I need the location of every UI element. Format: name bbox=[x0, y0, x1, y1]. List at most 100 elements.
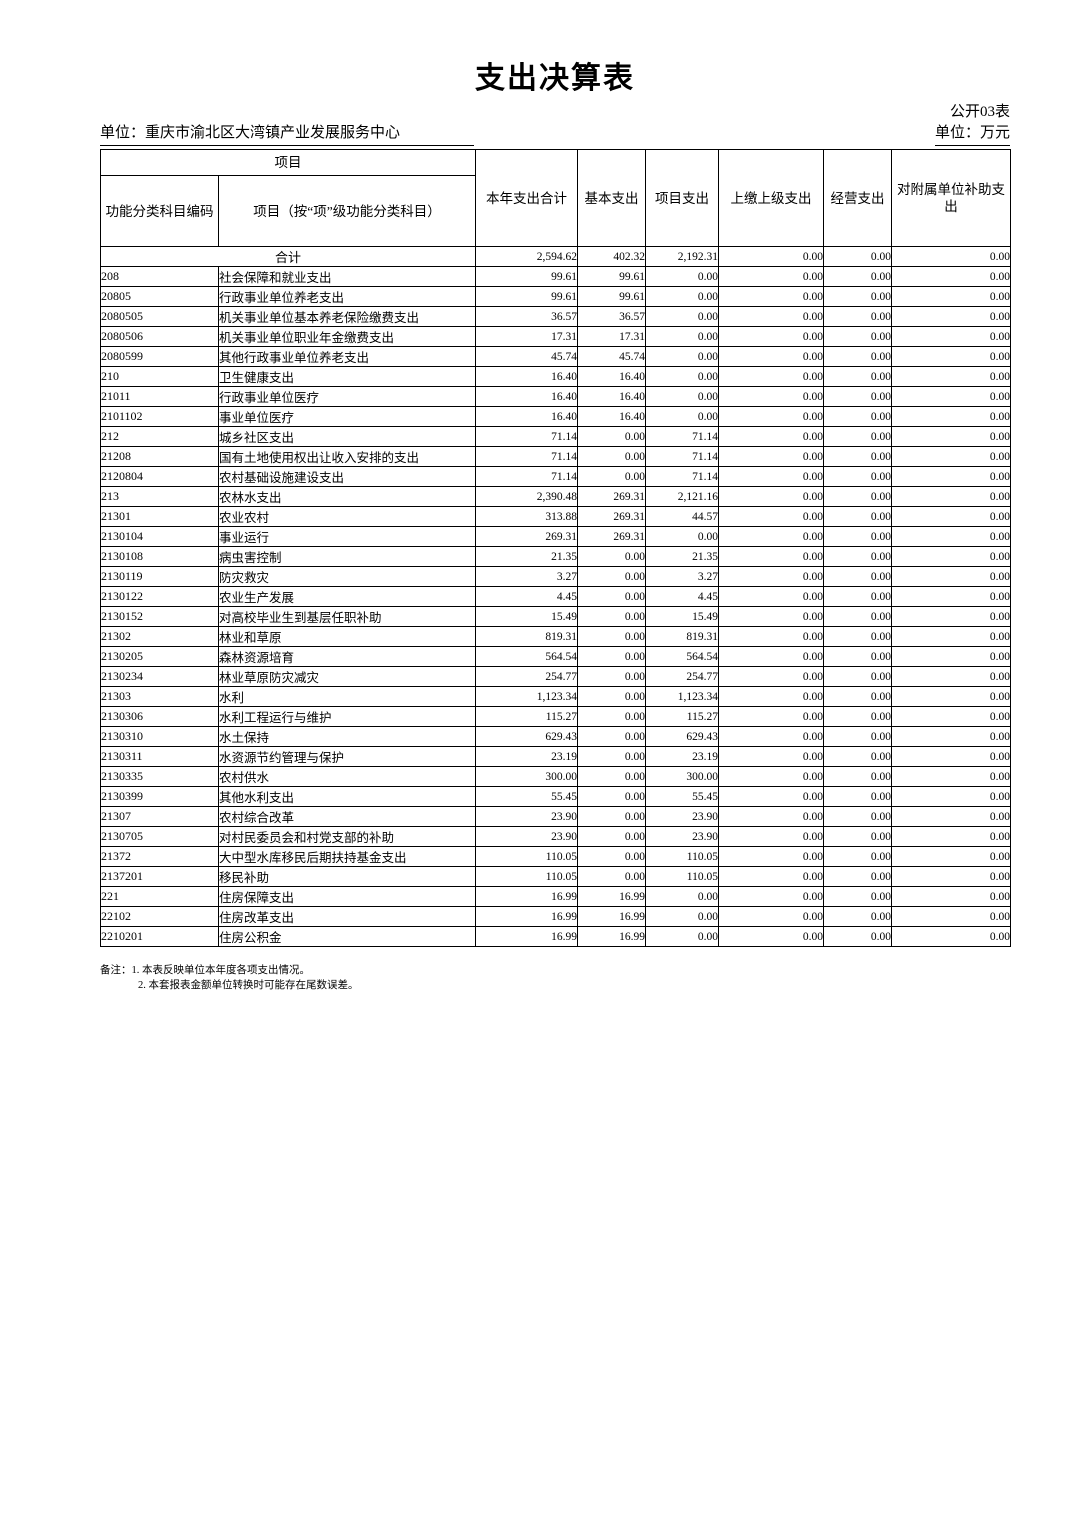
value-cell: 0.00 bbox=[891, 366, 1011, 387]
value-cell: 55.45 bbox=[475, 786, 578, 807]
value-cell: 0.00 bbox=[718, 466, 824, 487]
value-cell: 0.00 bbox=[577, 746, 646, 767]
value-cell: 99.61 bbox=[475, 266, 578, 287]
value-cell: 2,192.31 bbox=[645, 246, 719, 267]
unit-of-measure-label: 单位：万元 bbox=[934, 123, 1010, 146]
value-cell: 0.00 bbox=[718, 486, 824, 507]
value-cell: 0.00 bbox=[823, 486, 892, 507]
value-cell: 0.00 bbox=[891, 506, 1011, 527]
value-cell: 3.27 bbox=[475, 566, 578, 587]
value-cell: 300.00 bbox=[645, 766, 719, 787]
table-header: 项目 本年支出合计 基本支出 项目支出 上缴上级支出 经营支出 对附属单位补助支… bbox=[100, 149, 1011, 247]
value-cell: 0.00 bbox=[577, 826, 646, 847]
value-cell: 23.90 bbox=[645, 806, 719, 827]
value-cell: 0.00 bbox=[891, 646, 1011, 667]
value-cell: 0.00 bbox=[891, 406, 1011, 427]
value-cell: 0.00 bbox=[577, 446, 646, 467]
value-cell: 23.19 bbox=[475, 746, 578, 767]
value-cell: 0.00 bbox=[823, 626, 892, 647]
table-row: 2210201 住房公积金 16.99 16.99 0.00 0.00 0.00 0.00 bbox=[100, 926, 1011, 947]
table-row: 21301 农业农村 313.88 269.31 44.57 0.00 0.00 0.00 bbox=[100, 506, 1011, 527]
value-cell: 0.00 bbox=[577, 766, 646, 787]
item-cell: 水土保持 bbox=[218, 726, 476, 747]
value-cell: 110.05 bbox=[475, 846, 578, 867]
value-cell: 0.00 bbox=[823, 566, 892, 587]
table-row: 2130119 防灾救灾 3.27 0.00 3.27 0.00 0.00 0.00 bbox=[100, 566, 1011, 587]
value-cell: 115.27 bbox=[645, 706, 719, 727]
value-cell: 0.00 bbox=[891, 486, 1011, 507]
value-cell: 55.45 bbox=[645, 786, 719, 807]
table-row: 20805 行政事业单位养老支出 99.61 99.61 0.00 0.00 0.00 0.0… bbox=[100, 286, 1011, 307]
value-cell: 313.88 bbox=[475, 506, 578, 527]
value-cell: 0.00 bbox=[891, 846, 1011, 867]
code-cell: 20805 bbox=[100, 286, 219, 307]
value-cell: 16.99 bbox=[577, 906, 646, 927]
value-cell: 0.00 bbox=[645, 406, 719, 427]
value-cell: 0.00 bbox=[718, 446, 824, 467]
code-cell: 2130234 bbox=[100, 666, 219, 687]
code-cell: 210 bbox=[100, 366, 219, 387]
value-cell: 0.00 bbox=[823, 926, 892, 947]
value-cell: 0.00 bbox=[718, 726, 824, 747]
value-cell: 0.00 bbox=[891, 766, 1011, 787]
value-cell: 0.00 bbox=[891, 526, 1011, 547]
value-cell: 71.14 bbox=[475, 466, 578, 487]
column-header-group-project: 项目 bbox=[100, 149, 476, 176]
table-row: 21303 水利 1,123.34 0.00 1,123.34 0.00 0.00 0.00 bbox=[100, 686, 1011, 707]
table-row: 2130234 林业草原防灾减灾 254.77 0.00 254.77 0.00 0.00 0… bbox=[100, 666, 1011, 687]
value-cell: 0.00 bbox=[718, 406, 824, 427]
value-cell: 0.00 bbox=[891, 866, 1011, 887]
value-cell: 0.00 bbox=[823, 706, 892, 727]
table-row: 2137201 移民补助 110.05 0.00 110.05 0.00 0.00 0.00 bbox=[100, 866, 1011, 887]
value-cell: 0.00 bbox=[823, 466, 892, 487]
value-cell: 0.00 bbox=[891, 466, 1011, 487]
code-cell: 2130122 bbox=[100, 586, 219, 607]
value-cell: 0.00 bbox=[891, 286, 1011, 307]
code-cell: 2130310 bbox=[100, 726, 219, 747]
item-cell: 农村基础设施建设支出 bbox=[218, 466, 476, 487]
value-cell: 71.14 bbox=[645, 446, 719, 467]
value-cell: 2,390.48 bbox=[475, 486, 578, 507]
value-cell: 0.00 bbox=[718, 826, 824, 847]
value-cell: 0.00 bbox=[577, 566, 646, 587]
value-cell: 0.00 bbox=[718, 666, 824, 687]
table-row: 213 农林水支出 2,390.48 269.31 2,121.16 0.00 0.00 0.… bbox=[100, 486, 1011, 507]
item-cell: 事业运行 bbox=[218, 526, 476, 547]
value-cell: 16.40 bbox=[475, 386, 578, 407]
code-cell: 212 bbox=[100, 426, 219, 447]
value-cell: 0.00 bbox=[718, 626, 824, 647]
value-cell: 0.00 bbox=[891, 346, 1011, 367]
value-cell: 1,123.34 bbox=[475, 686, 578, 707]
value-cell: 0.00 bbox=[577, 466, 646, 487]
value-cell: 0.00 bbox=[718, 646, 824, 667]
value-cell: 0.00 bbox=[891, 446, 1011, 467]
value-cell: 0.00 bbox=[577, 686, 646, 707]
value-cell: 269.31 bbox=[577, 526, 646, 547]
table-row: 2130108 病虫害控制 21.35 0.00 21.35 0.00 0.00 0.00 bbox=[100, 546, 1011, 567]
value-cell: 629.43 bbox=[645, 726, 719, 747]
value-cell: 0.00 bbox=[577, 786, 646, 807]
value-cell: 45.74 bbox=[577, 346, 646, 367]
item-cell: 林业和草原 bbox=[218, 626, 476, 647]
unit-name-label: 单位：重庆市渝北区大湾镇产业发展服务中心 bbox=[100, 123, 474, 146]
value-cell: 0.00 bbox=[577, 666, 646, 687]
value-cell: 564.54 bbox=[475, 646, 578, 667]
column-header-subsidy-to-affiliates: 对附属单位补助支出 bbox=[891, 149, 1011, 247]
value-cell: 15.49 bbox=[645, 606, 719, 627]
value-cell: 269.31 bbox=[577, 506, 646, 527]
value-cell: 0.00 bbox=[718, 586, 824, 607]
value-cell: 0.00 bbox=[823, 406, 892, 427]
value-cell: 0.00 bbox=[823, 746, 892, 767]
value-cell: 0.00 bbox=[823, 326, 892, 347]
value-cell: 0.00 bbox=[823, 346, 892, 367]
value-cell: 16.40 bbox=[577, 406, 646, 427]
item-cell: 社会保障和就业支出 bbox=[218, 266, 476, 287]
table-row: 2130122 农业生产发展 4.45 0.00 4.45 0.00 0.00 0.00 bbox=[100, 586, 1011, 607]
value-cell: 0.00 bbox=[823, 446, 892, 467]
table-row: 2130306 水利工程运行与维护 115.27 0.00 115.27 0.00 0.00… bbox=[100, 706, 1011, 727]
value-cell: 0.00 bbox=[823, 686, 892, 707]
value-cell: 16.99 bbox=[475, 926, 578, 947]
value-cell: 16.99 bbox=[475, 906, 578, 927]
value-cell: 0.00 bbox=[891, 806, 1011, 827]
code-cell: 213 bbox=[100, 486, 219, 507]
